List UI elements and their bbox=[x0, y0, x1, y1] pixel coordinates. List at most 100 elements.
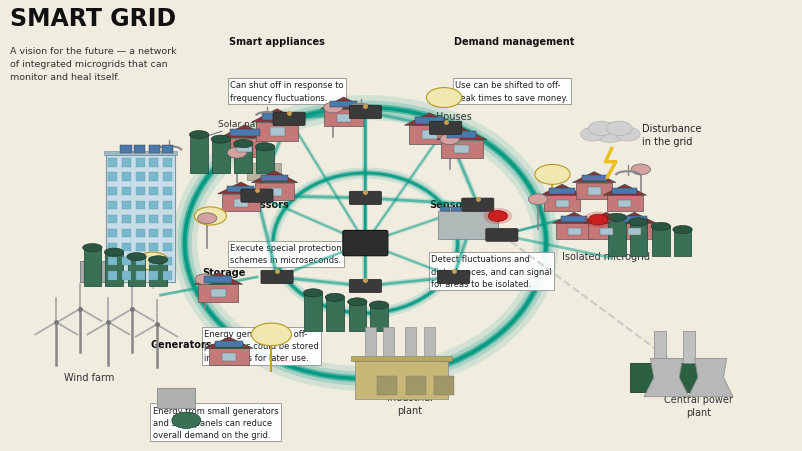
Ellipse shape bbox=[303, 289, 322, 297]
Bar bbox=[611, 189, 637, 194]
Bar bbox=[156, 388, 195, 408]
Polygon shape bbox=[252, 110, 302, 123]
Circle shape bbox=[588, 215, 607, 226]
Bar bbox=[627, 228, 640, 236]
FancyBboxPatch shape bbox=[342, 231, 387, 256]
Bar bbox=[555, 200, 568, 208]
Polygon shape bbox=[687, 359, 732, 397]
Text: Energy generated at off-
peak times could be stored
in batteries for later use.: Energy generated at off- peak times coul… bbox=[204, 329, 318, 363]
Bar bbox=[451, 207, 460, 212]
Bar bbox=[163, 229, 172, 238]
Bar bbox=[122, 243, 131, 252]
Bar bbox=[190, 135, 208, 174]
Bar bbox=[136, 159, 144, 168]
FancyBboxPatch shape bbox=[261, 271, 293, 284]
Circle shape bbox=[251, 323, 291, 346]
Polygon shape bbox=[251, 171, 298, 183]
Bar bbox=[630, 363, 718, 392]
Bar bbox=[162, 145, 173, 153]
Text: Sensors: Sensors bbox=[429, 200, 472, 210]
Bar bbox=[136, 243, 144, 252]
Bar bbox=[149, 260, 167, 286]
Text: Generators: Generators bbox=[151, 340, 213, 350]
Bar bbox=[149, 187, 158, 196]
Bar bbox=[163, 159, 172, 168]
Bar bbox=[106, 156, 174, 282]
Text: Processors: Processors bbox=[229, 200, 288, 210]
Polygon shape bbox=[552, 213, 595, 224]
Bar bbox=[237, 144, 252, 153]
Text: Demand management: Demand management bbox=[453, 37, 573, 47]
Bar bbox=[103, 152, 176, 156]
Circle shape bbox=[136, 253, 168, 271]
Bar bbox=[108, 187, 117, 196]
Bar bbox=[673, 230, 691, 256]
Bar bbox=[607, 218, 625, 256]
Bar bbox=[654, 331, 666, 363]
Bar bbox=[163, 257, 172, 266]
Bar bbox=[149, 229, 158, 238]
Bar bbox=[211, 290, 225, 298]
Bar bbox=[351, 356, 451, 361]
Text: Execute special protection
schemes in microseconds.: Execute special protection schemes in mi… bbox=[230, 244, 342, 265]
Ellipse shape bbox=[255, 143, 274, 152]
Circle shape bbox=[528, 194, 547, 205]
Bar bbox=[262, 114, 291, 121]
Text: Storage: Storage bbox=[202, 267, 245, 277]
Bar bbox=[224, 138, 265, 158]
Bar bbox=[621, 216, 646, 222]
Bar bbox=[544, 196, 579, 212]
Bar bbox=[149, 272, 158, 280]
Bar bbox=[122, 229, 131, 238]
Bar bbox=[122, 257, 131, 266]
Circle shape bbox=[426, 88, 461, 108]
FancyBboxPatch shape bbox=[349, 192, 381, 205]
Bar bbox=[108, 173, 117, 182]
Ellipse shape bbox=[127, 253, 146, 261]
Bar bbox=[440, 140, 482, 159]
Bar bbox=[134, 145, 145, 153]
Bar bbox=[330, 101, 357, 108]
Circle shape bbox=[588, 122, 614, 136]
Bar bbox=[408, 126, 450, 144]
Bar bbox=[221, 194, 260, 212]
Bar bbox=[128, 257, 145, 286]
Text: Disturbance
in the grid: Disturbance in the grid bbox=[642, 124, 701, 147]
Bar bbox=[108, 272, 117, 280]
Text: A vision for the future — a network
of integrated microgrids that can
monitor an: A vision for the future — a network of i… bbox=[10, 47, 176, 82]
Polygon shape bbox=[540, 185, 583, 196]
Bar bbox=[122, 201, 131, 210]
Polygon shape bbox=[217, 183, 264, 194]
Bar bbox=[80, 262, 114, 282]
Bar bbox=[587, 188, 600, 195]
Bar bbox=[682, 331, 694, 363]
Bar bbox=[149, 243, 158, 252]
Bar bbox=[122, 173, 131, 182]
Text: Isolated microgrid: Isolated microgrid bbox=[561, 251, 650, 261]
FancyBboxPatch shape bbox=[349, 106, 381, 120]
Polygon shape bbox=[584, 213, 627, 224]
Bar bbox=[108, 243, 117, 252]
Bar bbox=[108, 257, 117, 266]
Bar bbox=[163, 187, 172, 196]
Bar bbox=[405, 377, 425, 395]
Bar bbox=[122, 215, 131, 224]
Circle shape bbox=[580, 128, 604, 142]
Bar bbox=[433, 377, 453, 395]
Bar bbox=[163, 173, 172, 182]
Bar bbox=[336, 115, 350, 123]
Bar bbox=[256, 123, 298, 142]
Ellipse shape bbox=[104, 249, 124, 257]
Circle shape bbox=[227, 148, 246, 159]
Circle shape bbox=[439, 134, 459, 145]
Polygon shape bbox=[436, 128, 486, 140]
Circle shape bbox=[615, 128, 639, 142]
Bar bbox=[326, 298, 343, 331]
Bar bbox=[120, 145, 132, 153]
Bar bbox=[555, 224, 591, 240]
Polygon shape bbox=[404, 114, 454, 126]
Bar bbox=[230, 129, 259, 137]
Bar bbox=[122, 159, 131, 168]
Bar bbox=[163, 215, 172, 224]
Bar bbox=[599, 228, 612, 236]
